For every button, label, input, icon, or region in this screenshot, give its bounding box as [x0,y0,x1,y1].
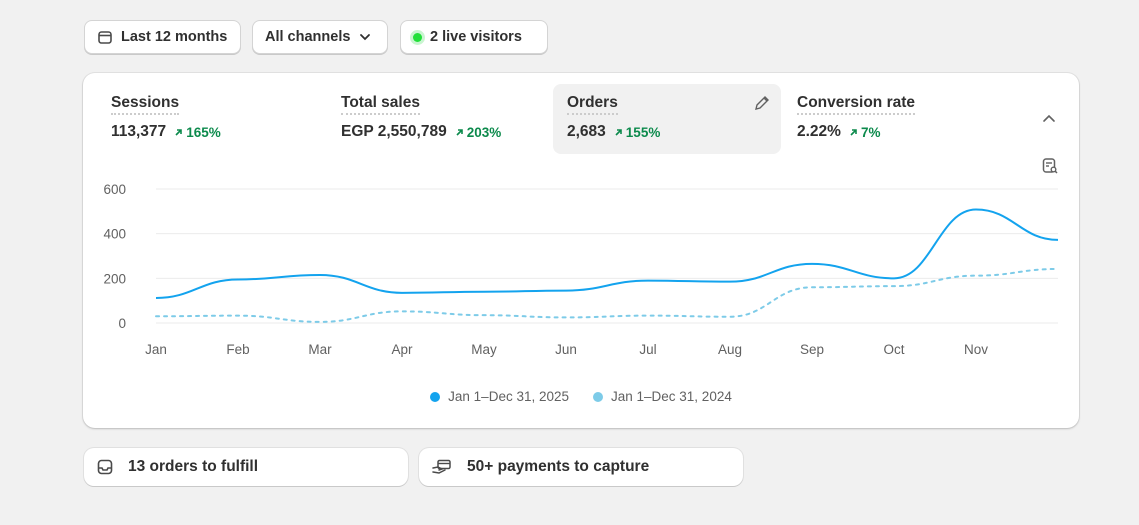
metric-delta: 203% [455,124,502,140]
x-tick-label: Oct [883,342,904,357]
channels-dropdown[interactable]: All channels [252,20,388,54]
arrow-up-right-icon [615,128,622,136]
channels-label: All channels [265,29,351,45]
arrow-up-right-icon [175,128,182,136]
x-tick-label: Nov [964,342,988,357]
metric-value: 2.22% [797,123,841,140]
y-tick-label: 200 [103,271,126,286]
metric-label: Conversion rate [797,94,916,115]
x-tick-label: Apr [391,342,413,357]
legend-item-current[interactable]: Jan 1–Dec 31, 2025 [430,389,569,404]
metric-delta-value: 7% [860,124,881,140]
chevron-down-icon [360,34,371,41]
metric-tab-sessions[interactable]: Sessions 113,377 165% [97,84,325,154]
metric-delta: 7% [849,124,881,140]
metric-delta: 155% [614,124,661,140]
metrics-chart-card: Sessions 113,377 165% Total sales EGP 2,5… [83,73,1079,428]
metric-label: Orders [567,94,618,115]
legend-swatch-icon [593,391,603,402]
chart-legend: Jan 1–Dec 31, 2025 Jan 1–Dec 31, 2024 [83,389,1079,404]
y-tick-label: 400 [103,227,126,242]
x-tick-label: Jan [145,342,167,357]
x-tick-label: Jul [639,342,656,357]
orders-to-fulfill-button[interactable]: 13 orders to fulfill [84,448,408,486]
payments-to-capture-button[interactable]: 50+ payments to capture [419,448,743,486]
date-range-button[interactable]: Last 12 months [84,20,241,54]
live-visitors-button[interactable]: 2 live visitors [400,20,548,54]
chart-analysis-icon[interactable] [1041,157,1059,175]
legend-item-previous[interactable]: Jan 1–Dec 31, 2024 [593,389,732,404]
x-tick-label: Feb [226,342,249,357]
legend-label: Jan 1–Dec 31, 2025 [448,389,569,404]
x-tick-label: Sep [800,342,824,357]
metric-tab-orders[interactable]: Orders 2,683 155% [553,84,781,154]
x-tick-label: May [471,342,497,357]
legend-swatch-icon [430,391,441,402]
y-tick-label: 0 [118,316,126,331]
inbox-icon [97,459,113,475]
edit-pencil-icon[interactable] [753,94,771,112]
calendar-icon [98,31,112,44]
metric-value: 113,377 [111,123,167,140]
arrow-up-right-icon [456,128,463,136]
metric-delta-value: 203% [466,124,502,140]
legend-label: Jan 1–Dec 31, 2024 [611,389,732,404]
metric-delta: 165% [174,125,221,140]
y-tick-label: 600 [103,182,126,197]
x-tick-label: Mar [308,342,332,357]
payment-hand-icon [432,459,451,474]
chevron-up-icon[interactable] [1041,111,1057,127]
payments-to-capture-label: 50+ payments to capture [467,458,650,475]
series-line-2025 [155,208,1059,299]
live-indicator-icon [413,32,422,42]
metric-delta-value: 155% [625,124,661,140]
metric-value: 2,683 [567,123,606,140]
x-tick-label: Jun [555,342,577,357]
metric-label: Total sales [341,94,420,115]
date-range-label: Last 12 months [121,29,228,45]
arrow-up-right-icon [850,128,857,136]
live-visitors-label: 2 live visitors [430,29,522,45]
metric-tab-conversion-rate[interactable]: Conversion rate 2.22% 7% [783,84,1011,154]
orders-line-chart: 0 200 400 600 Jan Feb Mar Apr May Jun Jul Aug Sep Oct… [103,182,1059,357]
metric-tab-total-sales[interactable]: Total sales EGP 2,550,789 203% [327,84,555,154]
metric-value: EGP 2,550,789 [341,123,447,140]
metric-label: Sessions [111,94,180,115]
metric-delta-value: 165% [186,124,221,140]
x-tick-label: Aug [718,342,742,357]
series-line-2024 [155,267,1059,323]
orders-to-fulfill-label: 13 orders to fulfill [128,458,259,475]
